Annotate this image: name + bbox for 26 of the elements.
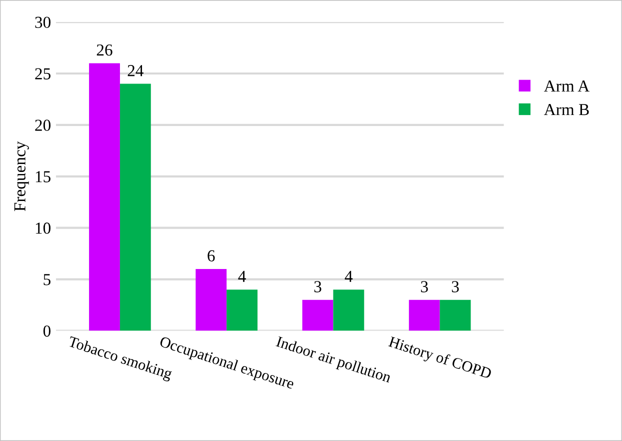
bar	[333, 290, 364, 331]
bar	[440, 300, 471, 331]
y-axis-title: Frequency	[14, 141, 29, 212]
legend-label: Arm A	[544, 80, 590, 92]
data-label: 3	[421, 281, 428, 292]
data-label: 4	[344, 270, 353, 282]
data-label: 3	[452, 281, 459, 292]
y-tick-label: 30	[35, 16, 50, 28]
y-tick-label: 15	[36, 171, 50, 182]
bar	[408, 300, 440, 331]
bar	[120, 84, 151, 331]
bar	[226, 290, 258, 331]
bar	[89, 63, 120, 331]
bar	[302, 300, 334, 331]
data-label: 3	[314, 281, 322, 292]
y-tick-label: 10	[36, 222, 50, 234]
data-label: 6	[208, 250, 215, 262]
y-tick-label: 25	[35, 68, 50, 80]
legend-label: Arm B	[544, 104, 589, 116]
y-tick-label: 5	[44, 274, 50, 286]
data-label: 4	[238, 270, 246, 282]
y-tick-label: 20	[35, 120, 50, 131]
data-label: 26	[96, 44, 112, 56]
y-tick-label: 0	[43, 325, 50, 337]
bar	[196, 269, 227, 331]
data-label: 24	[128, 65, 144, 76]
